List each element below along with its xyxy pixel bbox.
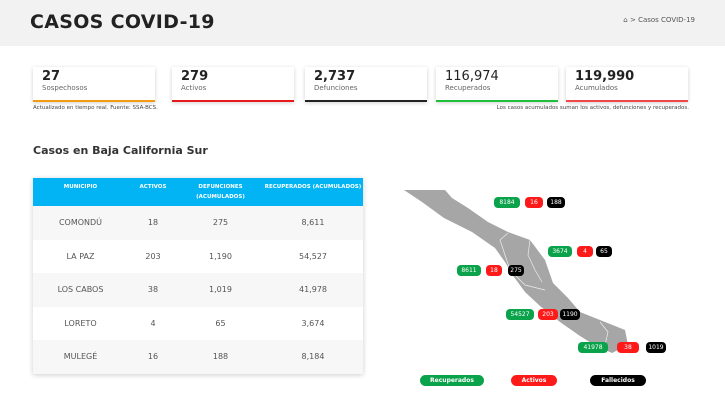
table-cell: MULEGÉ [63,352,98,362]
table-cell: 3,674 [301,318,325,328]
legend-activos: Activos [511,375,557,386]
table-cell: LOS CABOS [57,285,104,295]
map-badge-activos: 16 [525,197,543,208]
map-badge-activos: 4 [577,246,593,257]
breadcrumb: ⌂ > Casos COVID-19 [623,16,695,24]
table-cell: 41,978 [299,285,327,295]
map-border [527,239,543,283]
card-label: Acumulados [575,84,618,92]
map-badge-recuperados: 8611 [457,265,481,276]
card-value: 119,990 [575,69,635,84]
map-badge-fallecidos: 1190 [560,309,580,320]
breadcrumb-separator: > [629,16,636,24]
card-label: Activos [181,84,207,92]
card-value: 279 [181,69,209,84]
map-badge-recuperados: 54527 [506,309,534,320]
table-row: COMONDÚ 18 275 8,611 [33,206,363,240]
card-value: 116,974 [445,69,499,84]
map-badge-activos: 18 [486,265,502,276]
col-activos: ACTIVOS [139,184,167,190]
col-recuperados: RECUPERADOS (ACUMULADOS) [264,184,362,190]
table-cell: LORETO [64,318,97,328]
map-badge-recuperados: 3674 [548,246,572,257]
table-cell: 54,527 [299,251,327,261]
card-recuperados: 116,974 Recuperados [436,67,558,102]
table-cell: 18 [147,218,159,228]
table-cell: 275 [212,218,229,228]
table-cell: 188 [212,352,229,362]
table-cell: COMONDÚ [58,218,103,228]
card-acumulados: 119,990 Acumulados [566,67,688,102]
table-row: LOS CABOS 38 1,019 41,978 [33,273,363,307]
page-header: CASOS COVID-19 ⌂ > Casos COVID-19 [0,0,725,46]
map-border [499,232,546,291]
section-title: Casos en Baja California Sur [33,144,208,157]
table-cell: 1,019 [209,285,232,295]
map-badge-fallecidos: 275 [508,265,524,276]
card-label: Recuperados [445,84,491,92]
card-label: Sospechosos [42,84,88,92]
page-title: CASOS COVID-19 [30,11,215,33]
table-row: MULEGÉ 16 188 8,184 [33,340,363,374]
map-badge-recuperados: 8184 [494,197,520,208]
card-value: 27 [42,69,61,84]
col-defunciones: DEFUNCIONES (ACUMULADOS) [196,184,245,200]
table-header: MUNICIPIO ACTIVOS DEFUNCIONES (ACUMULADO… [33,178,363,206]
legend-fallecidos: Fallecidos [590,375,646,386]
col-municipio: MUNICIPIO [63,184,98,190]
table-cell: 65 [215,318,226,328]
card-value: 2,737 [314,69,356,84]
card-label: Defunciones [314,84,358,92]
update-note: Actualizado en tiempo real. Fuente: SSA-… [33,105,158,111]
map-badge-recuperados: 41978 [578,342,608,353]
table-cell: 1,190 [209,251,232,261]
cases-table: MUNICIPIO ACTIVOS DEFUNCIONES (ACUMULADO… [33,178,363,374]
table-cell: 203 [145,251,161,261]
table-cell: 38 [147,285,159,295]
map-badge-activos: 38 [617,342,639,353]
home-icon[interactable]: ⌂ [623,16,628,24]
table-cell: LA PAZ [66,251,95,261]
table-cell: 16 [147,352,159,362]
card-activos: 279 Activos [172,67,294,102]
map-badge-activos: 203 [538,309,558,320]
breadcrumb-current: Casos COVID-19 [638,16,695,24]
map-badge-fallecidos: 65 [596,246,612,257]
accumulated-note: Los casos acumulados suman los activos, … [496,105,689,111]
legend-recuperados: Recuperados [420,375,484,386]
map-badge-fallecidos: 1019 [646,342,666,353]
table-row: LORETO 4 65 3,674 [33,307,363,341]
table-cell: 4 [150,318,156,328]
table-cell: 8,611 [301,218,325,228]
map-border [599,321,609,346]
table-row: LA PAZ 203 1,190 54,527 [33,240,363,274]
card-defunciones: 2,737 Defunciones [305,67,427,102]
table-cell: 8,184 [301,352,325,362]
card-sospechosos: 27 Sospechosos [33,67,155,102]
map-badge-fallecidos: 188 [547,197,565,208]
